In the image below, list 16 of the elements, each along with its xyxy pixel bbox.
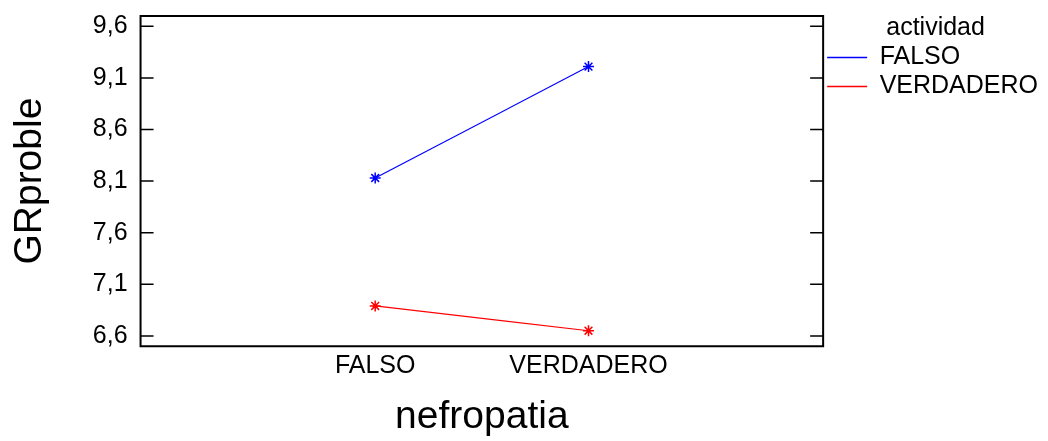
- y-tick-label: 8,1: [92, 164, 128, 193]
- legend-label: FALSO: [879, 41, 961, 70]
- point: [582, 60, 595, 73]
- point: [368, 299, 382, 313]
- y-tick-label: 6,6: [92, 319, 128, 348]
- y-tick-label: 7,1: [92, 268, 128, 297]
- point: [582, 324, 595, 337]
- y-tick-label: 7,6: [92, 216, 128, 245]
- point: [368, 171, 382, 185]
- legend-title: actividad: [886, 12, 985, 41]
- y-tick-label: 9,1: [92, 61, 128, 90]
- y-tick-label: 9,6: [92, 10, 128, 39]
- y-tick-label: 8,6: [92, 113, 128, 142]
- legend-label: VERDADERO: [879, 70, 1039, 99]
- y-axis-title: GRproble: [6, 97, 50, 265]
- x-axis-title: nefropatia: [395, 393, 569, 437]
